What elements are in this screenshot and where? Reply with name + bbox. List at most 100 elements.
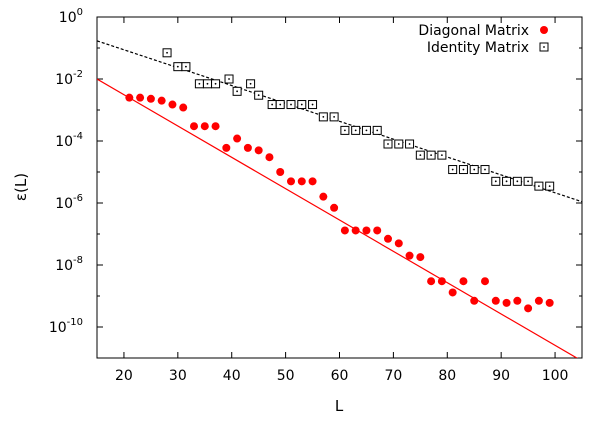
diagonal-matrix-point (437, 277, 446, 286)
diagonal-matrix-point (254, 146, 263, 155)
marker-dot (206, 82, 209, 85)
diagonal-matrix-point (330, 203, 339, 212)
y-tick-label: 100 (59, 7, 83, 26)
diagonal-matrix-point (524, 304, 533, 313)
marker-dot (365, 129, 368, 132)
diagonal-matrix-point (157, 96, 166, 105)
diagonal-matrix-point (146, 94, 155, 103)
identity-matrix-point (458, 165, 468, 175)
marker-dot (548, 185, 551, 188)
diagonal-matrix-point (394, 239, 403, 248)
diagonal-matrix-point (168, 100, 177, 109)
x-axis-label: L (335, 397, 344, 415)
identity-matrix-point (254, 90, 264, 100)
identity-matrix-point (361, 125, 371, 135)
diagonal-matrix-point (233, 134, 242, 143)
identity-matrix-point (480, 165, 490, 175)
diagonal-matrix-point (319, 192, 328, 201)
marker-dot (484, 168, 486, 171)
marker-dot (397, 143, 400, 145)
x-tick-label: 40 (223, 368, 241, 384)
y-tick-label: 10-6 (55, 193, 83, 212)
marker-dot (176, 65, 179, 68)
identity-matrix-point (224, 74, 234, 84)
marker-dot (543, 46, 545, 48)
legend-marker (540, 26, 548, 34)
x-tick-label: 80 (438, 368, 456, 384)
y-tick-label: 10-4 (55, 131, 83, 150)
diagonal-matrix-point (545, 298, 554, 307)
y-axis-label: ε(L) (12, 173, 30, 201)
identity-matrix-point (394, 139, 404, 149)
diagonal-matrix-point (222, 143, 231, 152)
diagonal-matrix-point (243, 143, 252, 152)
identity-matrix-point (448, 165, 458, 175)
marker-dot (451, 168, 454, 171)
legend-label: Identity Matrix (427, 40, 529, 56)
y-tick-label: 10-2 (55, 69, 83, 88)
x-tick-label: 100 (542, 368, 569, 384)
marker-dot (279, 103, 282, 106)
diagonal-matrix-point (340, 226, 349, 235)
diagonal-matrix-point (502, 298, 511, 307)
identity-matrix-point (267, 100, 277, 110)
plot-frame (96, 16, 583, 359)
fit-lines (97, 40, 582, 358)
identity-matrix-point (372, 125, 382, 135)
marker-dot (236, 90, 239, 93)
y-tick-label: 10-8 (55, 255, 83, 274)
marker-dot (440, 154, 443, 157)
x-tick-label: 50 (277, 368, 295, 384)
x-tick-label: 20 (115, 368, 133, 384)
identity-matrix-point (308, 100, 318, 110)
identity-matrix-point (502, 176, 512, 186)
identity-matrix-point (329, 112, 339, 122)
diagonal-matrix-point (513, 296, 522, 305)
diagonal-matrix-point (459, 277, 468, 286)
y-axis: 100 10-2 10-4 10-6 10-8 10-10 (49, 7, 582, 359)
fit-line-diagonal (97, 78, 579, 358)
data-points (125, 48, 555, 313)
marker-dot (198, 82, 201, 85)
marker-dot (376, 129, 379, 132)
identity-matrix-point (297, 100, 307, 110)
diagonal-matrix-point (200, 122, 209, 131)
x-tick-label: 30 (169, 368, 187, 384)
identity-matrix-point (181, 62, 191, 72)
x-tick-label: 60 (331, 368, 349, 384)
identity-matrix-point (232, 86, 242, 96)
marker-dot (322, 115, 325, 118)
identity-matrix-point (194, 79, 204, 89)
identity-matrix-point (523, 176, 533, 186)
marker-dot (185, 65, 187, 68)
marker-dot (311, 103, 314, 106)
identity-matrix-point (545, 181, 555, 191)
diagonal-matrix-point (287, 177, 295, 186)
diagonal-matrix-point (276, 168, 285, 176)
marker-dot (537, 185, 540, 188)
marker-dot (300, 103, 303, 106)
marker-dot (462, 168, 465, 171)
diagonal-matrix-point (308, 177, 317, 186)
diagonal-matrix-point (384, 234, 392, 243)
diagonal-matrix-point (470, 296, 479, 305)
diagonal-matrix-point (136, 93, 145, 102)
diagonal-matrix-point (405, 251, 414, 260)
identity-matrix-point (173, 62, 183, 72)
marker-dot (214, 82, 217, 85)
marker-dot (343, 129, 346, 132)
x-axis: 20 30 40 50 60 70 80 90 100 (115, 17, 568, 384)
marker-dot (354, 129, 357, 132)
identity-matrix-point (318, 112, 328, 122)
identity-matrix-point (162, 48, 172, 58)
marker-dot (387, 143, 389, 145)
identity-matrix-point (405, 139, 415, 149)
marker-dot (516, 180, 519, 183)
identity-matrix-point (351, 125, 361, 135)
diagonal-matrix-point (362, 226, 371, 235)
diagonal-matrix-point (297, 177, 306, 186)
legend-label: Diagonal Matrix (418, 23, 529, 39)
marker-dot (419, 154, 422, 157)
identity-matrix-point (286, 100, 296, 110)
